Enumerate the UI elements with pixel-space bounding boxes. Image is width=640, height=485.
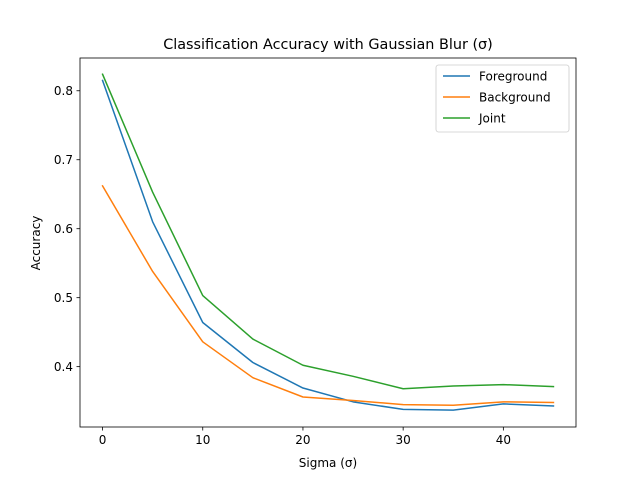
x-tick-label: 20 <box>295 433 310 447</box>
y-tick-label: 0.5 <box>54 291 73 305</box>
axes-frame <box>79 57 577 428</box>
x-axis-label: Sigma (σ) <box>299 456 357 470</box>
legend-label-foreground: Foreground <box>479 69 547 83</box>
chart-title: Classification Accuracy with Gaussian Bl… <box>163 37 493 53</box>
series-line-joint <box>101 73 555 390</box>
plot-area: 0 10 20 30 40 0.4 0.5 0.6 0.7 0.8 Foreground Backgr… <box>54 57 577 447</box>
x-tick-label: 40 <box>496 433 511 447</box>
series-line-background <box>101 184 555 407</box>
series-line-foreground <box>101 79 555 411</box>
legend-label-background: Background <box>479 90 551 104</box>
y-tick-label: 0.7 <box>54 153 73 167</box>
legend: Foreground Background Joint <box>435 64 570 133</box>
y-tick-label: 0.4 <box>54 360 73 374</box>
y-tick-label: 0.6 <box>54 222 73 236</box>
y-tick-label: 0.8 <box>54 84 73 98</box>
x-tick-label: 10 <box>195 433 210 447</box>
x-tick-label: 0 <box>99 433 107 447</box>
legend-label-joint: Joint <box>478 111 506 125</box>
legend-box <box>435 64 570 133</box>
y-axis-label: Accuracy <box>29 216 43 271</box>
x-tick-label: 30 <box>396 433 411 447</box>
